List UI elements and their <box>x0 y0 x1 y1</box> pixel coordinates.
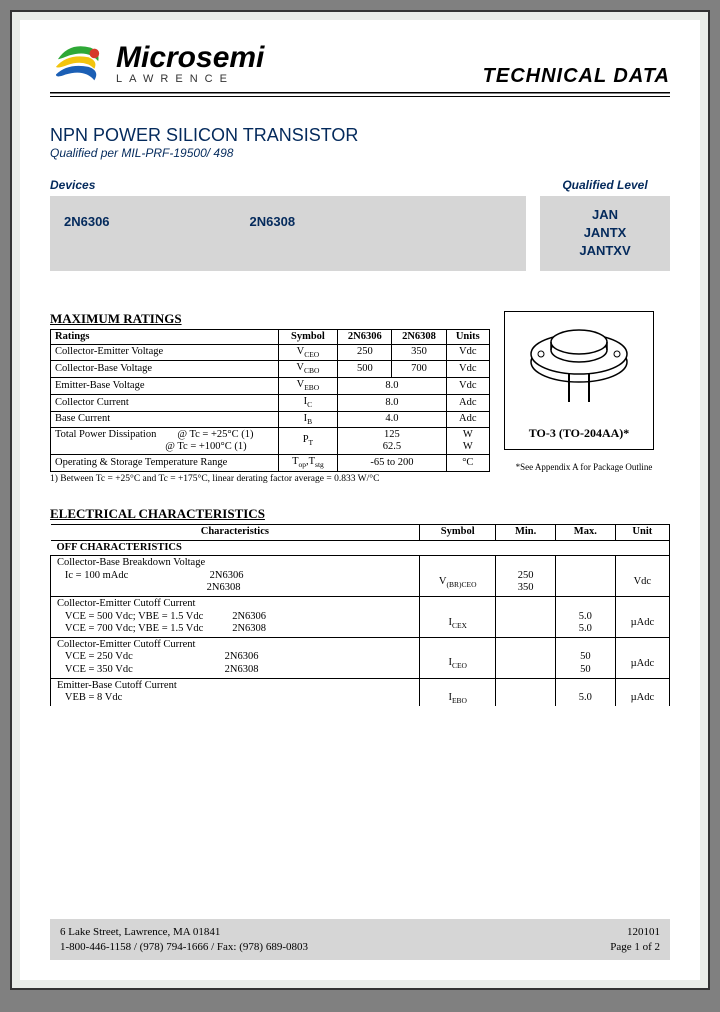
footer-address: 6 Lake Street, Lawrence, MA 01841 1-800-… <box>60 925 308 954</box>
max-ratings-table: Ratings Symbol 2N6306 2N6308 Units Colle… <box>50 329 490 473</box>
package-icon <box>519 320 639 415</box>
mr-row: Total Power Dissipation @ Tc = +25°C (1)… <box>51 428 490 455</box>
package-label: TO-3 (TO-204AA)* <box>513 426 645 441</box>
ec-row: Emitter-Base Cutoff Current VEB = 8 Vdc … <box>51 678 670 706</box>
max-ratings-block: MAXIMUM RATINGS Ratings Symbol 2N6306 2N… <box>50 311 670 485</box>
package-note: *See Appendix A for Package Outline <box>514 462 654 472</box>
mr-row: Collector CurrentIC8.0Adc <box>51 394 490 411</box>
max-ratings-heading: MAXIMUM RATINGS <box>50 311 490 327</box>
ec-h-sym: Symbol <box>420 525 496 541</box>
mr-h-units: Units <box>446 329 489 344</box>
qual-level-1: JAN <box>540 206 670 224</box>
footer-box: 6 Lake Street, Lawrence, MA 01841 1-800-… <box>50 919 670 960</box>
company-division: LAWRENCE <box>116 73 264 85</box>
ec-h-min: Min. <box>496 525 556 541</box>
mr-row: Base CurrentIB4.0Adc <box>51 411 490 428</box>
elec-table: Characteristics Symbol Min. Max. Unit OF… <box>50 524 670 706</box>
package-wrapper: TO-3 (TO-204AA)* *See Appendix A for Pac… <box>504 311 654 450</box>
doc-type: TECHNICAL DATA <box>483 65 670 88</box>
ec-section: OFF CHARACTERISTICS <box>51 540 670 556</box>
mr-h-d1: 2N6306 <box>338 329 392 344</box>
device-1: 2N6306 <box>64 214 110 253</box>
ec-row: Collector-Emitter Cutoff Current VCE = 2… <box>51 637 670 678</box>
page-footer: 6 Lake Street, Lawrence, MA 01841 1-800-… <box>50 919 670 960</box>
viewer-frame: Microsemi LAWRENCE TECHNICAL DATA NPN PO… <box>10 10 710 990</box>
mr-row: Operating & Storage Temperature RangeTop… <box>51 455 490 472</box>
mr-row: Collector-Base VoltageVCBO500700Vdc <box>51 361 490 378</box>
ec-h-unit: Unit <box>615 525 669 541</box>
mr-h-symbol: Symbol <box>278 329 338 344</box>
logo-block: Microsemi LAWRENCE <box>50 40 264 88</box>
product-qualification: Qualified per MIL-PRF-19500/ 498 <box>50 146 670 160</box>
footer-docinfo: 120101 Page 1 of 2 <box>610 925 660 954</box>
mr-row: Collector-Emitter VoltageVCEO250350Vdc <box>51 344 490 361</box>
qual-level-2: JANTX <box>540 224 670 242</box>
company-name: Microsemi <box>116 44 264 71</box>
max-ratings-left: MAXIMUM RATINGS Ratings Symbol 2N6306 2N… <box>50 311 490 485</box>
elec-heading: ELECTRICAL CHARACTERISTICS <box>50 506 670 522</box>
mr-footnote: 1) Between Tc = +25°C and Tc = +175°C, l… <box>50 474 490 484</box>
ec-row: Collector-Base Breakdown Voltage Ic = 10… <box>51 556 670 597</box>
mr-row: Emitter-Base VoltageVEBO8.0Vdc <box>51 378 490 395</box>
qual-label: Qualified Level <box>540 178 670 192</box>
datasheet-page: Microsemi LAWRENCE TECHNICAL DATA NPN PO… <box>20 20 700 980</box>
company-text: Microsemi LAWRENCE <box>116 44 264 85</box>
devices-label: Devices <box>50 178 95 192</box>
qual-level-3: JANTXV <box>540 242 670 260</box>
devices-box: 2N6306 2N6308 <box>50 196 526 271</box>
page-header: Microsemi LAWRENCE TECHNICAL DATA <box>50 40 670 88</box>
ec-h-char: Characteristics <box>51 525 420 541</box>
logo-icon <box>50 40 108 88</box>
ec-row: Collector-Emitter Cutoff Current VCE = 5… <box>51 597 670 638</box>
mr-h-d2: 2N6308 <box>392 329 446 344</box>
package-box: TO-3 (TO-204AA)* <box>504 311 654 450</box>
band-labels: Devices Qualified Level <box>50 178 670 192</box>
product-title: NPN POWER SILICON TRANSISTOR <box>50 125 670 146</box>
qual-box: JAN JANTX JANTXV <box>540 196 670 271</box>
band-row: 2N6306 2N6308 JAN JANTX JANTXV <box>50 196 670 271</box>
device-2: 2N6308 <box>250 214 296 253</box>
mr-h-ratings: Ratings <box>51 329 279 344</box>
header-rule <box>50 92 670 97</box>
ec-h-max: Max. <box>555 525 615 541</box>
